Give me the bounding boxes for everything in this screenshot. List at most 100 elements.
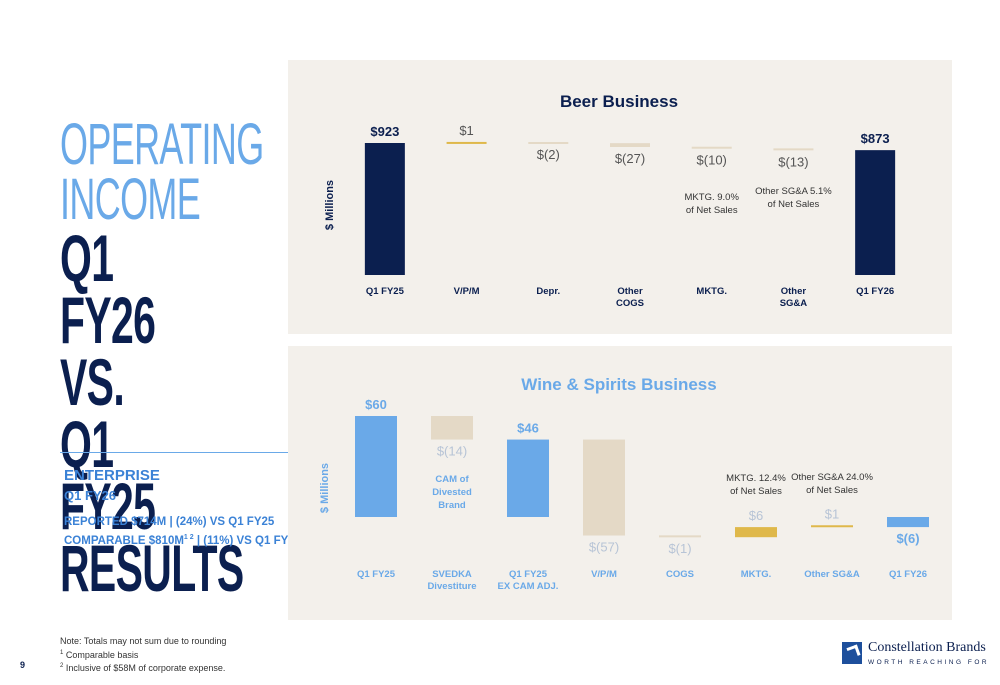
tick-label-line: COGS: [666, 569, 694, 580]
annotation-line: CAM of: [435, 474, 469, 485]
data-label-depr: $(2): [537, 147, 560, 162]
bar-mktg: [735, 527, 777, 538]
data-label-svedka-divestiture: $(14): [437, 444, 467, 459]
enterprise-results: REPORTED $714M | (24%) VS Q1 FY25 COMPAR…: [64, 515, 301, 549]
title-line-2: INCOME: [60, 166, 201, 232]
annotation-line: of Net Sales: [730, 486, 782, 497]
bar-cogs: [659, 535, 701, 538]
annotation-line: MKTG. 9.0%: [685, 192, 740, 203]
data-label-cogs: $(1): [668, 541, 691, 556]
tick-label-line: V/P/M: [454, 286, 480, 297]
enterprise-block: ENTERPRISE Q1 FY26: [64, 467, 160, 503]
tick-label-line: Q1 FY25: [509, 569, 548, 580]
y-axis-label: $ Millions: [324, 180, 336, 230]
tick-label-line: V/P/M: [591, 569, 617, 580]
y-axis-label: $ Millions: [319, 463, 331, 513]
title-line-3: Q1 FY26 VS.: [60, 221, 156, 420]
data-label-v-p-m: $1: [459, 123, 473, 138]
comparable-footnote-ref: 1 2: [183, 534, 194, 541]
logo-tagline: WORTH REACHING FOR: [868, 659, 990, 666]
tick-label-other-sg-a: Other SG&A: [780, 286, 808, 309]
annotation-line: Other SG&A 5.1%: [755, 186, 832, 197]
tick-label-q1-fy25: Q1 FY25: [357, 569, 396, 580]
annotation-line: Divested: [432, 487, 472, 498]
tick-label-svedka-divestiture: SVEDKA Divestiture: [427, 569, 476, 592]
comparable-prefix: COMPARABLE $810M: [64, 534, 184, 547]
data-label-mktg: $6: [749, 508, 763, 523]
data-label-q1-fy25: $923: [370, 124, 399, 139]
annotation-line: of Net Sales: [768, 199, 820, 210]
annotation-line: Brand: [438, 500, 466, 511]
chart-title: Wine & Spirits Business: [521, 375, 716, 394]
note-1: 1 Comparable basis: [60, 648, 226, 662]
beer-chart-panel: Beer Business $ Millions $923 Q1 FY25 $1 V/P/…: [288, 60, 952, 334]
wine-spirits-chart: Wine & Spirits Business $ Millions $60 Q1 F…: [319, 375, 929, 592]
tick-label-v-p-m: V/P/M: [454, 286, 480, 297]
annotation-line: of Net Sales: [686, 205, 738, 216]
title-line-4: Q1 FY25: [60, 407, 156, 544]
tick-label-q1-fy25-ex-cam-adj: Q1 FY25 EX CAM ADJ.: [498, 569, 559, 592]
tick-label-line: Divestiture: [427, 581, 476, 592]
tick-label-line: SVEDKA: [432, 569, 472, 580]
bar-q1-fy25: [364, 143, 405, 275]
data-label-other-sg-a: $1: [825, 506, 839, 521]
enterprise-heading: ENTERPRISE: [64, 467, 160, 484]
logo-mark-icon: [842, 642, 862, 664]
bar-other-sg-a: [773, 148, 814, 151]
chart-title: Beer Business: [560, 92, 678, 111]
tick-label-cogs: COGS: [666, 569, 694, 580]
annotation-other-sg-a: Other SG&A 24.0% of Net Sales: [791, 472, 873, 496]
enterprise-subheading: Q1 FY26: [64, 488, 117, 503]
data-label-mktg: $(10): [697, 152, 727, 167]
note-2-ref: 2: [60, 663, 64, 669]
tick-label-q1-fy25: Q1 FY25: [366, 286, 405, 297]
tick-label-other-sg-a: Other SG&A: [804, 569, 860, 580]
annotation-line: Other SG&A 24.0%: [791, 472, 873, 483]
bar-v-p-m: [583, 439, 625, 536]
title-line-1: OPERATING: [60, 112, 264, 177]
bar-depr: [528, 142, 569, 144]
reported-result: REPORTED $714M | (24%) VS Q1 FY25: [64, 516, 275, 528]
bar-q1-fy26: [887, 517, 929, 528]
tick-label-other-cogs: Other COGS: [616, 286, 644, 309]
bar-other-sg-a: [811, 525, 853, 528]
bar-svedka-divestiture: [431, 416, 473, 440]
note-1-text: Comparable basis: [63, 649, 139, 660]
tick-label-line: Q1 FY25: [357, 569, 396, 580]
note-2: 2 Inclusive of $58M of corporate expense…: [60, 661, 226, 675]
data-label-q1-fy25: $60: [365, 397, 387, 412]
note-1-ref: 1: [60, 649, 64, 656]
note-rounding: Note: Totals may not sum due to rounding: [60, 636, 227, 646]
data-label-other-cogs: $(27): [615, 151, 645, 166]
tick-label-line: Depr.: [536, 286, 560, 297]
page-title: OPERATING INCOME Q1 FY26 VS. Q1 FY25 RES…: [60, 112, 264, 601]
tick-label-mktg: MKTG.: [696, 286, 727, 297]
data-label-q1-fy26: $(6): [896, 531, 919, 546]
bar-mktg: [691, 146, 732, 149]
page-number: 9: [20, 660, 26, 670]
bar-q1-fy25: [355, 416, 397, 517]
bar-q1-fy26: [855, 150, 896, 275]
tick-label-line: SG&A: [780, 298, 808, 309]
annotation-line: of Net Sales: [806, 485, 858, 496]
tick-label-mktg: MKTG.: [741, 569, 772, 580]
tick-label-line: Q1 FY26: [889, 569, 927, 580]
annotation-svedka-divestiture: CAM of Divested Brand: [432, 474, 472, 511]
comparable-suffix: | (11%) VS Q1 FY25: [193, 534, 302, 547]
tick-label-line: COGS: [616, 298, 644, 309]
tick-label-q1-fy26: Q1 FY26: [856, 286, 894, 297]
tick-label-line: Other: [617, 286, 643, 297]
tick-label-line: Other: [781, 286, 807, 297]
footnotes: Note: Totals may not sum due to rounding…: [60, 636, 226, 675]
company-logo: Constellation Brands WORTH REACHING FOR: [842, 640, 992, 670]
tick-label-line: Q1 FY25: [366, 286, 405, 297]
title-divider: [60, 452, 288, 453]
tick-label-line: Q1 FY26: [856, 286, 894, 297]
comparable-result: COMPARABLE $810M1 2 | (11%) VS Q1 FY25: [64, 530, 301, 549]
annotation-line: MKTG. 12.4%: [726, 473, 786, 484]
tick-label-line: Other SG&A: [804, 569, 860, 580]
bar-other-cogs: [610, 143, 650, 148]
tick-label-v-p-m: V/P/M: [591, 569, 617, 580]
tick-label-depr: Depr.: [536, 286, 560, 297]
tick-label-line: MKTG.: [741, 569, 772, 580]
